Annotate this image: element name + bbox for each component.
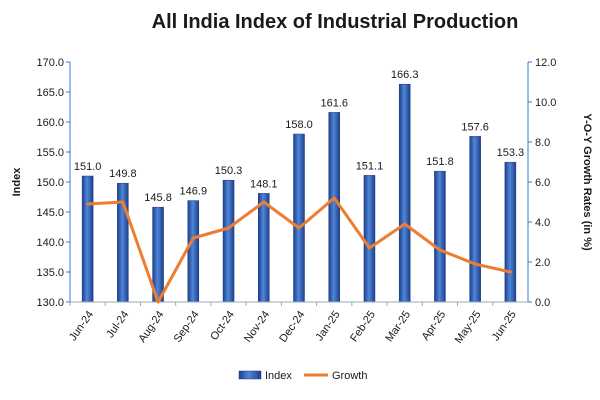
left-axis-title: Index — [11, 167, 23, 197]
growth-point-dec-24 — [297, 226, 301, 230]
legend-growth-label: Growth — [332, 370, 367, 382]
left-tick-label: 130.0 — [36, 297, 64, 309]
left-tick-label: 145.0 — [36, 207, 64, 219]
left-tick-label: 160.0 — [36, 117, 64, 129]
bar-value-label: 146.9 — [180, 186, 208, 198]
growth-line-group — [86, 196, 512, 304]
growth-point-nov-24 — [262, 200, 266, 204]
growth-point-oct-24 — [227, 226, 231, 230]
bar-value-label: 150.3 — [215, 165, 243, 177]
index-bar-jun-24 — [81, 175, 94, 303]
bar-value-label: 148.1 — [250, 178, 278, 190]
growth-point-jan-25 — [332, 196, 336, 200]
bar-value-label: 157.6 — [461, 121, 489, 133]
bar-value-label: 166.3 — [391, 69, 419, 81]
bar-value-labels: 151.0 149.8 145.8 146.9 150.3 148.1 158.0 161.6… — [74, 69, 524, 204]
index-bar-nov-24 — [258, 193, 270, 303]
x-tick-label: Mar-25 — [383, 309, 413, 344]
index-bar-feb-25 — [363, 175, 376, 303]
bar-value-label: 145.8 — [144, 192, 172, 204]
right-tick-label: 6.0 — [535, 177, 550, 189]
x-tick-label: Aug-24 — [136, 309, 166, 345]
growth-point-apr-25 — [438, 248, 442, 252]
left-tick-label: 140.0 — [36, 237, 64, 249]
left-tick-label: 150.0 — [36, 177, 64, 189]
right-tick-label: 8.0 — [535, 137, 550, 149]
left-tick-label: 155.0 — [36, 147, 64, 159]
right-tick-label: 10.0 — [535, 97, 556, 109]
bar-value-label: 151.1 — [356, 160, 384, 172]
x-tick-label: Nov-24 — [242, 309, 272, 345]
right-tick-label: 4.0 — [535, 217, 550, 229]
index-bar-sep-24 — [187, 200, 200, 303]
index-bar-may-25 — [469, 136, 481, 303]
x-tick-label: Jun-25 — [490, 309, 519, 343]
left-tick-label: 165.0 — [36, 87, 64, 99]
x-tick-label: Jun-24 — [67, 309, 96, 343]
index-bar-mar-25 — [398, 83, 411, 303]
x-tick-label: May-25 — [453, 309, 484, 346]
growth-point-sep-24 — [191, 236, 195, 240]
x-tick-label: Jan-25 — [314, 309, 343, 343]
x-tick-label: Jul-24 — [104, 309, 131, 340]
growth-point-feb-25 — [367, 246, 371, 250]
right-tick-label: 12.0 — [535, 57, 556, 69]
left-tick-label: 170.0 — [36, 57, 64, 69]
index-bar-jan-25 — [328, 112, 340, 303]
index-bar-jun-25 — [504, 161, 517, 303]
bar-value-label: 151.8 — [426, 156, 454, 168]
growth-point-jun-24 — [86, 202, 90, 206]
right-axis-title: Y-O-Y Growth Rates (in %) — [581, 113, 593, 251]
legend: Index Growth — [238, 370, 367, 382]
index-bar-oct-24 — [222, 179, 235, 303]
legend-index-label: Index — [265, 370, 292, 382]
growth-point-jul-24 — [121, 200, 125, 204]
bar-value-label: 158.0 — [285, 119, 313, 131]
x-tick-label: Feb-25 — [348, 309, 378, 344]
bar-value-label: 161.6 — [320, 97, 348, 109]
index-bar-apr-25 — [434, 170, 446, 303]
growth-point-jun-25 — [508, 270, 512, 274]
x-tick-label: Dec-24 — [277, 309, 307, 345]
bar-value-label: 149.8 — [109, 168, 137, 180]
growth-point-may-25 — [473, 262, 477, 266]
growth-point-mar-25 — [403, 222, 407, 226]
bar-value-label: 153.3 — [497, 147, 525, 159]
x-tick-label: Apr-25 — [420, 309, 449, 343]
growth-point-aug-24 — [156, 300, 160, 304]
left-tick-label: 135.0 — [36, 267, 64, 279]
index-bar-dec-24 — [293, 133, 305, 303]
right-tick-label: 2.0 — [535, 257, 550, 269]
legend-index-swatch — [238, 370, 262, 380]
x-tick-label: Sep-24 — [172, 309, 202, 345]
right-tick-label: 0.0 — [535, 297, 550, 309]
x-tick-label: Oct-24 — [208, 309, 237, 343]
chart-title: All India Index of Industrial Production — [152, 11, 519, 33]
bar-value-label: 151.0 — [74, 161, 102, 173]
